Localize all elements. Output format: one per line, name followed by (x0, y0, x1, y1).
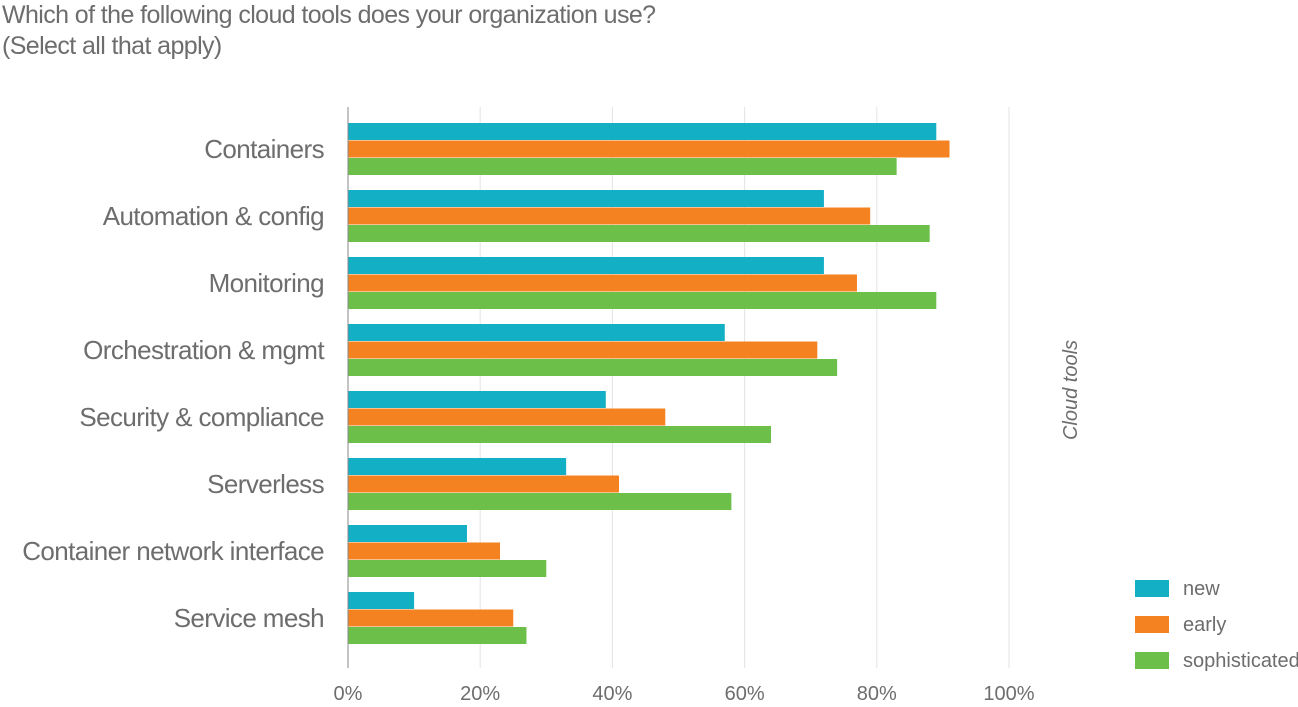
bar-sophisticated (348, 225, 930, 242)
chart-title-line: Which of the following cloud tools does … (2, 1, 656, 29)
side-axis-label: Cloud tools (1060, 340, 1082, 440)
bar-early (348, 408, 666, 426)
category-label: Container network interface (22, 536, 324, 566)
bar-early (348, 341, 818, 359)
bar-new (348, 257, 824, 274)
category-label: Automation & config (103, 201, 324, 231)
bar-new (348, 391, 606, 408)
tick-labels: 0% 20% 40% 60% 80% 100% (334, 683, 1035, 705)
tick-label: 100% (983, 683, 1034, 705)
legend-label-sophisticated: sophisticated (1183, 650, 1298, 672)
category-labels: Containers Automation & config Monitoring O… (22, 134, 326, 633)
bar-early (348, 207, 871, 225)
bar-early (348, 542, 501, 560)
bar-new (348, 458, 567, 475)
bar-sophisticated (348, 426, 772, 443)
tick-label: 60% (725, 683, 765, 705)
bar-new (348, 324, 725, 341)
bar-new (348, 525, 467, 542)
category-label: Orchestration & mgmt (83, 335, 325, 365)
legend-swatch-new (1135, 580, 1169, 597)
bar-early (348, 609, 514, 627)
bar-sophisticated (348, 158, 897, 175)
category-label: Monitoring (209, 268, 324, 298)
chart-title: Which of the following cloud tools does … (2, 0, 1102, 62)
bar-sophisticated (348, 627, 527, 644)
legend-swatch-sophisticated (1135, 652, 1169, 669)
bar-sophisticated (348, 359, 838, 376)
bar-early (348, 475, 620, 493)
legend-swatch-early (1135, 616, 1169, 633)
category-label: Security & compliance (79, 402, 324, 432)
legend-label-new: new (1183, 578, 1220, 600)
bars (348, 123, 950, 644)
bar-early (348, 274, 857, 292)
legend-label-early: early (1183, 614, 1226, 636)
tick-label: 80% (857, 683, 897, 705)
chart-subtitle: (Select all that apply) (2, 32, 222, 60)
tick-label: 40% (592, 683, 632, 705)
bar-new (348, 592, 415, 609)
tick-label: 20% (460, 683, 500, 705)
legend: new early sophisticated (1135, 578, 1298, 672)
category-label: Serverless (207, 469, 324, 499)
category-label: Service mesh (174, 603, 324, 633)
bar-early (348, 140, 950, 158)
category-label: Containers (204, 134, 324, 164)
bar-new (348, 123, 937, 140)
tick-label: 0% (334, 683, 363, 705)
bar-sophisticated (348, 560, 547, 577)
bar-new (348, 190, 824, 207)
bar-sophisticated (348, 292, 937, 309)
bar-sophisticated (348, 493, 732, 510)
